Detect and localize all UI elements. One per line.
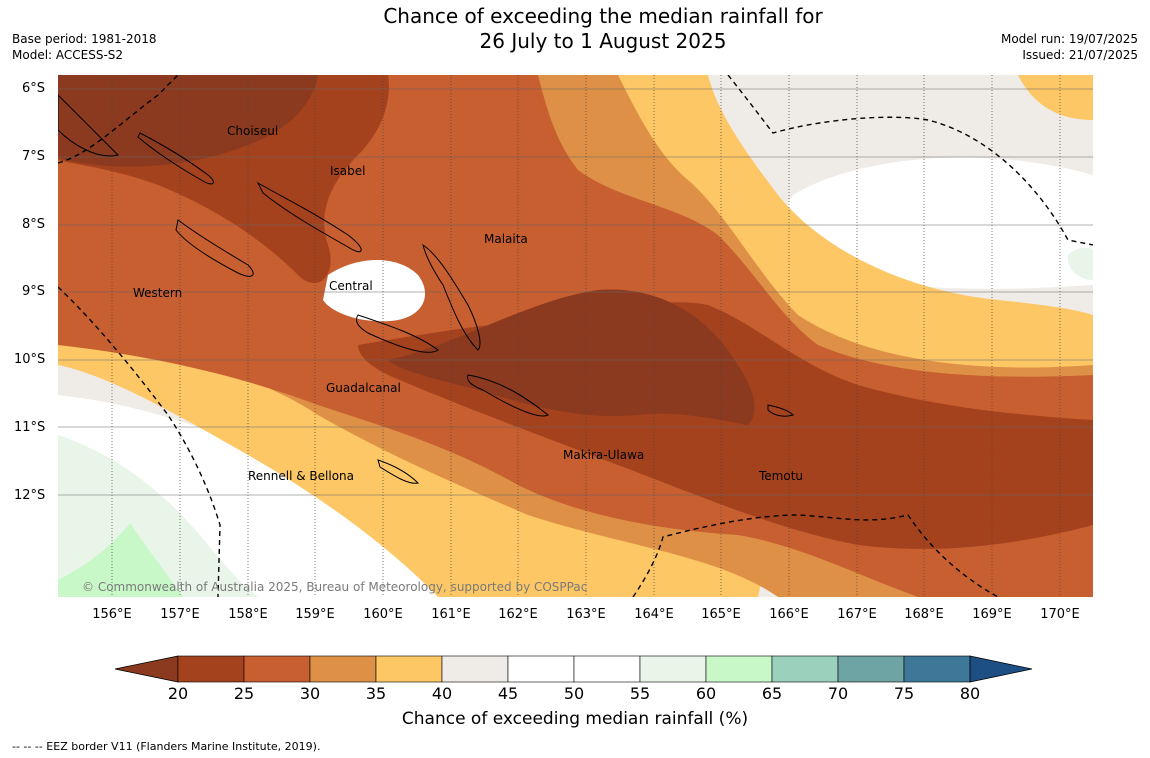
lat-label: 10°S — [14, 352, 46, 367]
region-label-central: Central — [329, 279, 373, 293]
colorbar-tick-label: 55 — [629, 684, 651, 703]
colorbar-extend-high — [969, 655, 1033, 683]
temotu-island — [767, 404, 794, 417]
choiseul-island — [137, 132, 214, 185]
colorbar-tick-label: 20 — [167, 684, 189, 703]
zone-below-20-central — [388, 289, 755, 425]
malaita-island — [422, 243, 481, 351]
colorbar-swatch — [309, 655, 377, 683]
lon-label: 160°E — [363, 607, 403, 622]
region-label-western: Western — [133, 286, 183, 300]
region-label-malaita: Malaita — [484, 232, 528, 246]
lon-label: 156°E — [92, 607, 132, 622]
isabel-island — [256, 181, 362, 253]
zone-35-40-ne — [1018, 75, 1093, 120]
lon-label: 164°E — [634, 607, 674, 622]
latitude-grid — [58, 88, 1093, 496]
zone-55-60-east — [1067, 247, 1093, 280]
region-label-choiseul: Choiseul — [227, 124, 279, 138]
colorbar-tick-label: 50 — [563, 684, 585, 703]
lon-label: 158°E — [228, 607, 268, 622]
lon-label: 168°E — [904, 607, 944, 622]
lon-label: 157°E — [160, 607, 200, 622]
lon-label: 169°E — [972, 607, 1012, 622]
colorbar-tick-label: 65 — [761, 684, 783, 703]
rainfall-map — [58, 75, 1093, 597]
model-name: Model: ACCESS-S2 — [12, 48, 124, 62]
lon-label: 167°E — [837, 607, 877, 622]
colorbar-swatch — [177, 655, 245, 683]
lon-label: 161°E — [431, 607, 471, 622]
colorbar-tick-label: 35 — [365, 684, 387, 703]
lon-label: 162°E — [498, 607, 538, 622]
bougainville-island — [58, 94, 119, 157]
rennell-island — [377, 459, 420, 484]
lat-label: 12°S — [14, 488, 46, 503]
colorbar-swatch — [705, 655, 773, 683]
lon-label: 165°E — [701, 607, 741, 622]
colorbar-swatch — [573, 655, 641, 683]
lon-label: 159°E — [295, 607, 335, 622]
model-run: Model run: 19/07/2025 — [1000, 32, 1138, 46]
region-label-temotu: Temotu — [759, 469, 804, 483]
colorbar-tick-label: 60 — [695, 684, 717, 703]
colorbar-label: Chance of exceeding median rainfall (%) — [401, 709, 749, 729]
lon-label: 163°E — [566, 607, 606, 622]
longitude-grid — [111, 75, 1061, 597]
colorbar-swatch — [903, 655, 971, 683]
colorbar-tick-label: 40 — [431, 684, 453, 703]
title-line-1: Chance of exceeding the median rainfall … — [383, 4, 823, 28]
map-canvas — [58, 75, 1093, 597]
meta-right: Model run: 19/07/2025 Issued: 21/07/2025 — [1001, 31, 1138, 63]
colorbar-tick-label: 80 — [959, 684, 981, 703]
colorbar-swatch — [771, 655, 839, 683]
makira-island — [467, 374, 549, 417]
lon-label: 166°E — [769, 607, 809, 622]
title-line-2: 26 July to 1 August 2025 — [479, 29, 727, 53]
meta-left: Base period: 1981-2018 Model: ACCESS-S2 — [12, 31, 157, 63]
eez-borders — [58, 75, 1093, 597]
zone-45-55-northeast — [785, 157, 1093, 289]
lon-label: 170°E — [1040, 607, 1080, 622]
region-label-isabel: Isabel — [330, 164, 366, 178]
region-label-rennell-bellona: Rennell & Bellona — [248, 469, 355, 483]
colorbar — [114, 655, 1033, 683]
zone-60-65 — [58, 523, 183, 597]
colorbar-tick-label: 70 — [827, 684, 849, 703]
issued-date: Issued: 21/07/2025 — [1022, 48, 1138, 62]
colorbar-tick-label: 25 — [233, 684, 255, 703]
colorbar-extend-low — [114, 655, 179, 683]
zone-45-55-central — [323, 260, 426, 322]
lat-label: 11°S — [14, 420, 46, 435]
colorbar-swatch — [639, 655, 707, 683]
lat-label: 7°S — [22, 149, 46, 164]
region-label-guadalcanal: Guadalcanal — [326, 381, 401, 395]
lat-label: 9°S — [22, 284, 46, 299]
colorbar-tick-label: 30 — [299, 684, 321, 703]
copyright-notice: © Commonwealth of Australia 2025, Bureau… — [82, 580, 588, 594]
coastlines — [58, 94, 794, 484]
colorbar-tick-label: 45 — [497, 684, 519, 703]
lat-label: 6°S — [22, 81, 46, 96]
colorbar-tick-label: 75 — [893, 684, 915, 703]
colorbar-swatch — [507, 655, 575, 683]
colorbar-swatch — [837, 655, 905, 683]
region-label-makira-ulawa: Makira-Ulawa — [563, 448, 645, 462]
map-title: Chance of exceeding the median rainfall … — [0, 4, 1150, 54]
new-georgia-island — [175, 219, 254, 277]
colorbar-swatch — [243, 655, 311, 683]
guadalcanal-island — [355, 314, 439, 353]
eez-legend-note: -- -- -- EEZ border V11 (Flanders Marine… — [12, 740, 321, 753]
zone-below-20-north — [58, 75, 318, 167]
colorbar-swatch — [441, 655, 509, 683]
colorbar-swatch — [375, 655, 443, 683]
lat-label: 8°S — [22, 217, 46, 232]
base-period: Base period: 1981-2018 — [12, 32, 157, 46]
